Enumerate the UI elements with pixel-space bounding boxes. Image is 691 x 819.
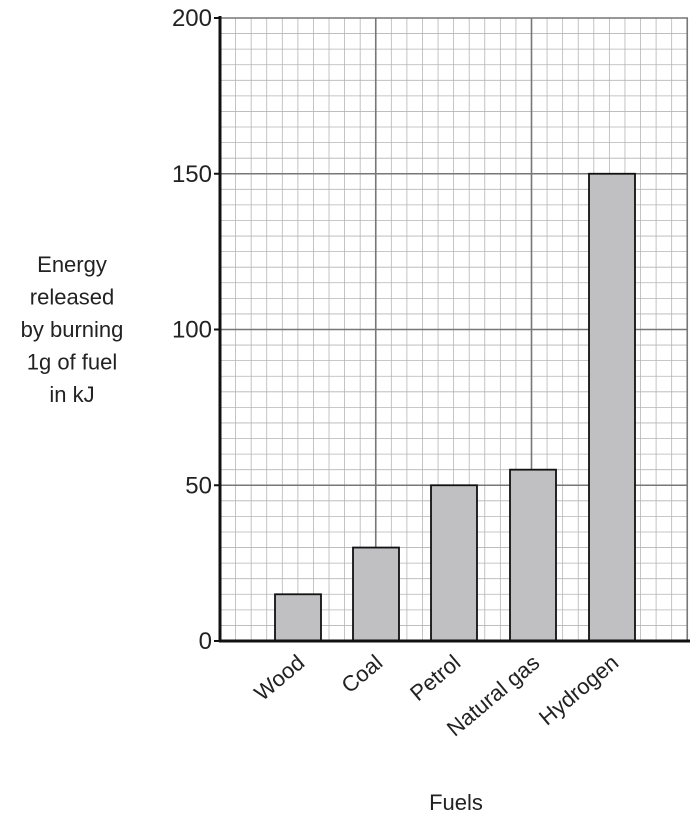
x-category-label: Wood xyxy=(249,650,309,706)
bar-coal xyxy=(352,546,400,642)
y-tick-label: 200 xyxy=(172,5,212,32)
y-axis-title: Energy released by burning 1g of fuel in kJ xyxy=(21,252,124,407)
y-axis-title-line: by burning xyxy=(21,317,124,342)
bar-wood xyxy=(274,593,322,642)
bars xyxy=(274,172,636,642)
x-axis-title: Fuels xyxy=(429,790,483,815)
x-category-label: Petrol xyxy=(405,650,465,706)
y-tick-label: 150 xyxy=(172,161,212,188)
y-axis-title-line: released xyxy=(30,285,114,310)
y-tick-label: 50 xyxy=(185,472,212,499)
y-tick-label: 0 xyxy=(199,628,212,655)
y-tick-labels: 0 50 100 150 200 xyxy=(172,5,220,655)
y-axis-title-line: in kJ xyxy=(49,382,94,407)
bar-natural-gas xyxy=(509,468,557,642)
y-tick-label: 100 xyxy=(172,317,212,344)
bar-petrol xyxy=(430,484,478,642)
bar-hydrogen xyxy=(588,172,636,642)
y-axis-title-line: 1g of fuel xyxy=(27,350,118,375)
x-category-label: Hydrogen xyxy=(534,650,623,730)
x-category-label: Coal xyxy=(336,650,387,698)
y-axis-title-line: Energy xyxy=(37,252,107,277)
